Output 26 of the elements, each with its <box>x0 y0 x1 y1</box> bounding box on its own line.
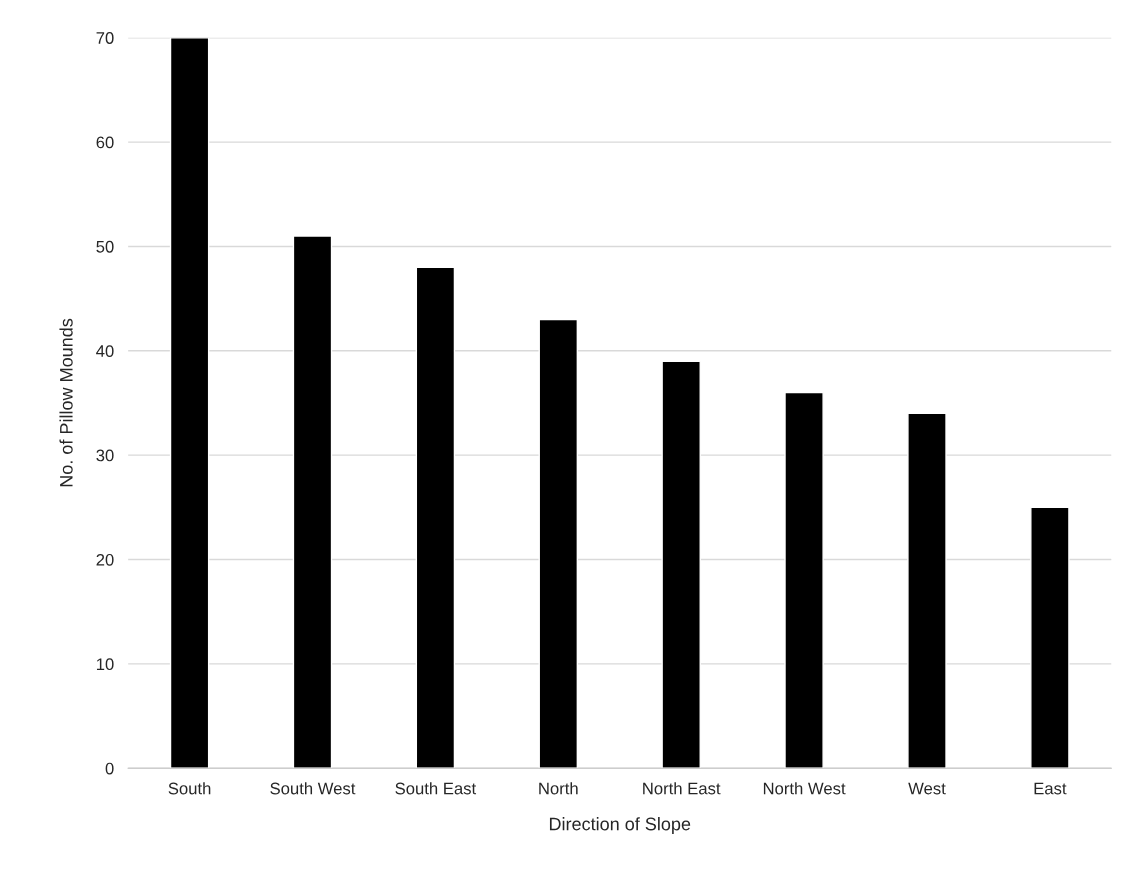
x-tick-label: North West <box>763 782 846 795</box>
bar <box>169 37 210 769</box>
bar <box>661 360 701 769</box>
y-axis-title: No. of Pillow Mounds <box>59 318 73 487</box>
x-tick-label: North East <box>643 782 721 795</box>
y-tick-label: 40 <box>96 345 114 357</box>
y-tick-label: 0 <box>105 762 114 775</box>
x-tick-label: North <box>539 782 578 795</box>
y-tick-label: 20 <box>96 553 114 566</box>
y-tick-label: 50 <box>96 240 114 253</box>
bar <box>538 318 579 769</box>
x-axis-title: Direction of Slope <box>549 817 691 834</box>
bar <box>1030 506 1070 769</box>
y-tick-label: 10 <box>96 658 114 671</box>
bar <box>292 235 333 769</box>
bar <box>784 391 824 769</box>
y-tick-label: 30 <box>96 449 114 462</box>
y-tick-label: 60 <box>96 136 114 149</box>
bar <box>415 266 456 769</box>
x-tick-label: South West <box>270 782 356 795</box>
x-tick-label: South East <box>395 782 477 795</box>
x-tick-label: West <box>908 782 946 795</box>
bar <box>907 412 947 769</box>
x-tick-label: South <box>168 782 211 795</box>
y-tick-label: 70 <box>96 32 114 44</box>
x-tick-label: East <box>1034 782 1067 795</box>
